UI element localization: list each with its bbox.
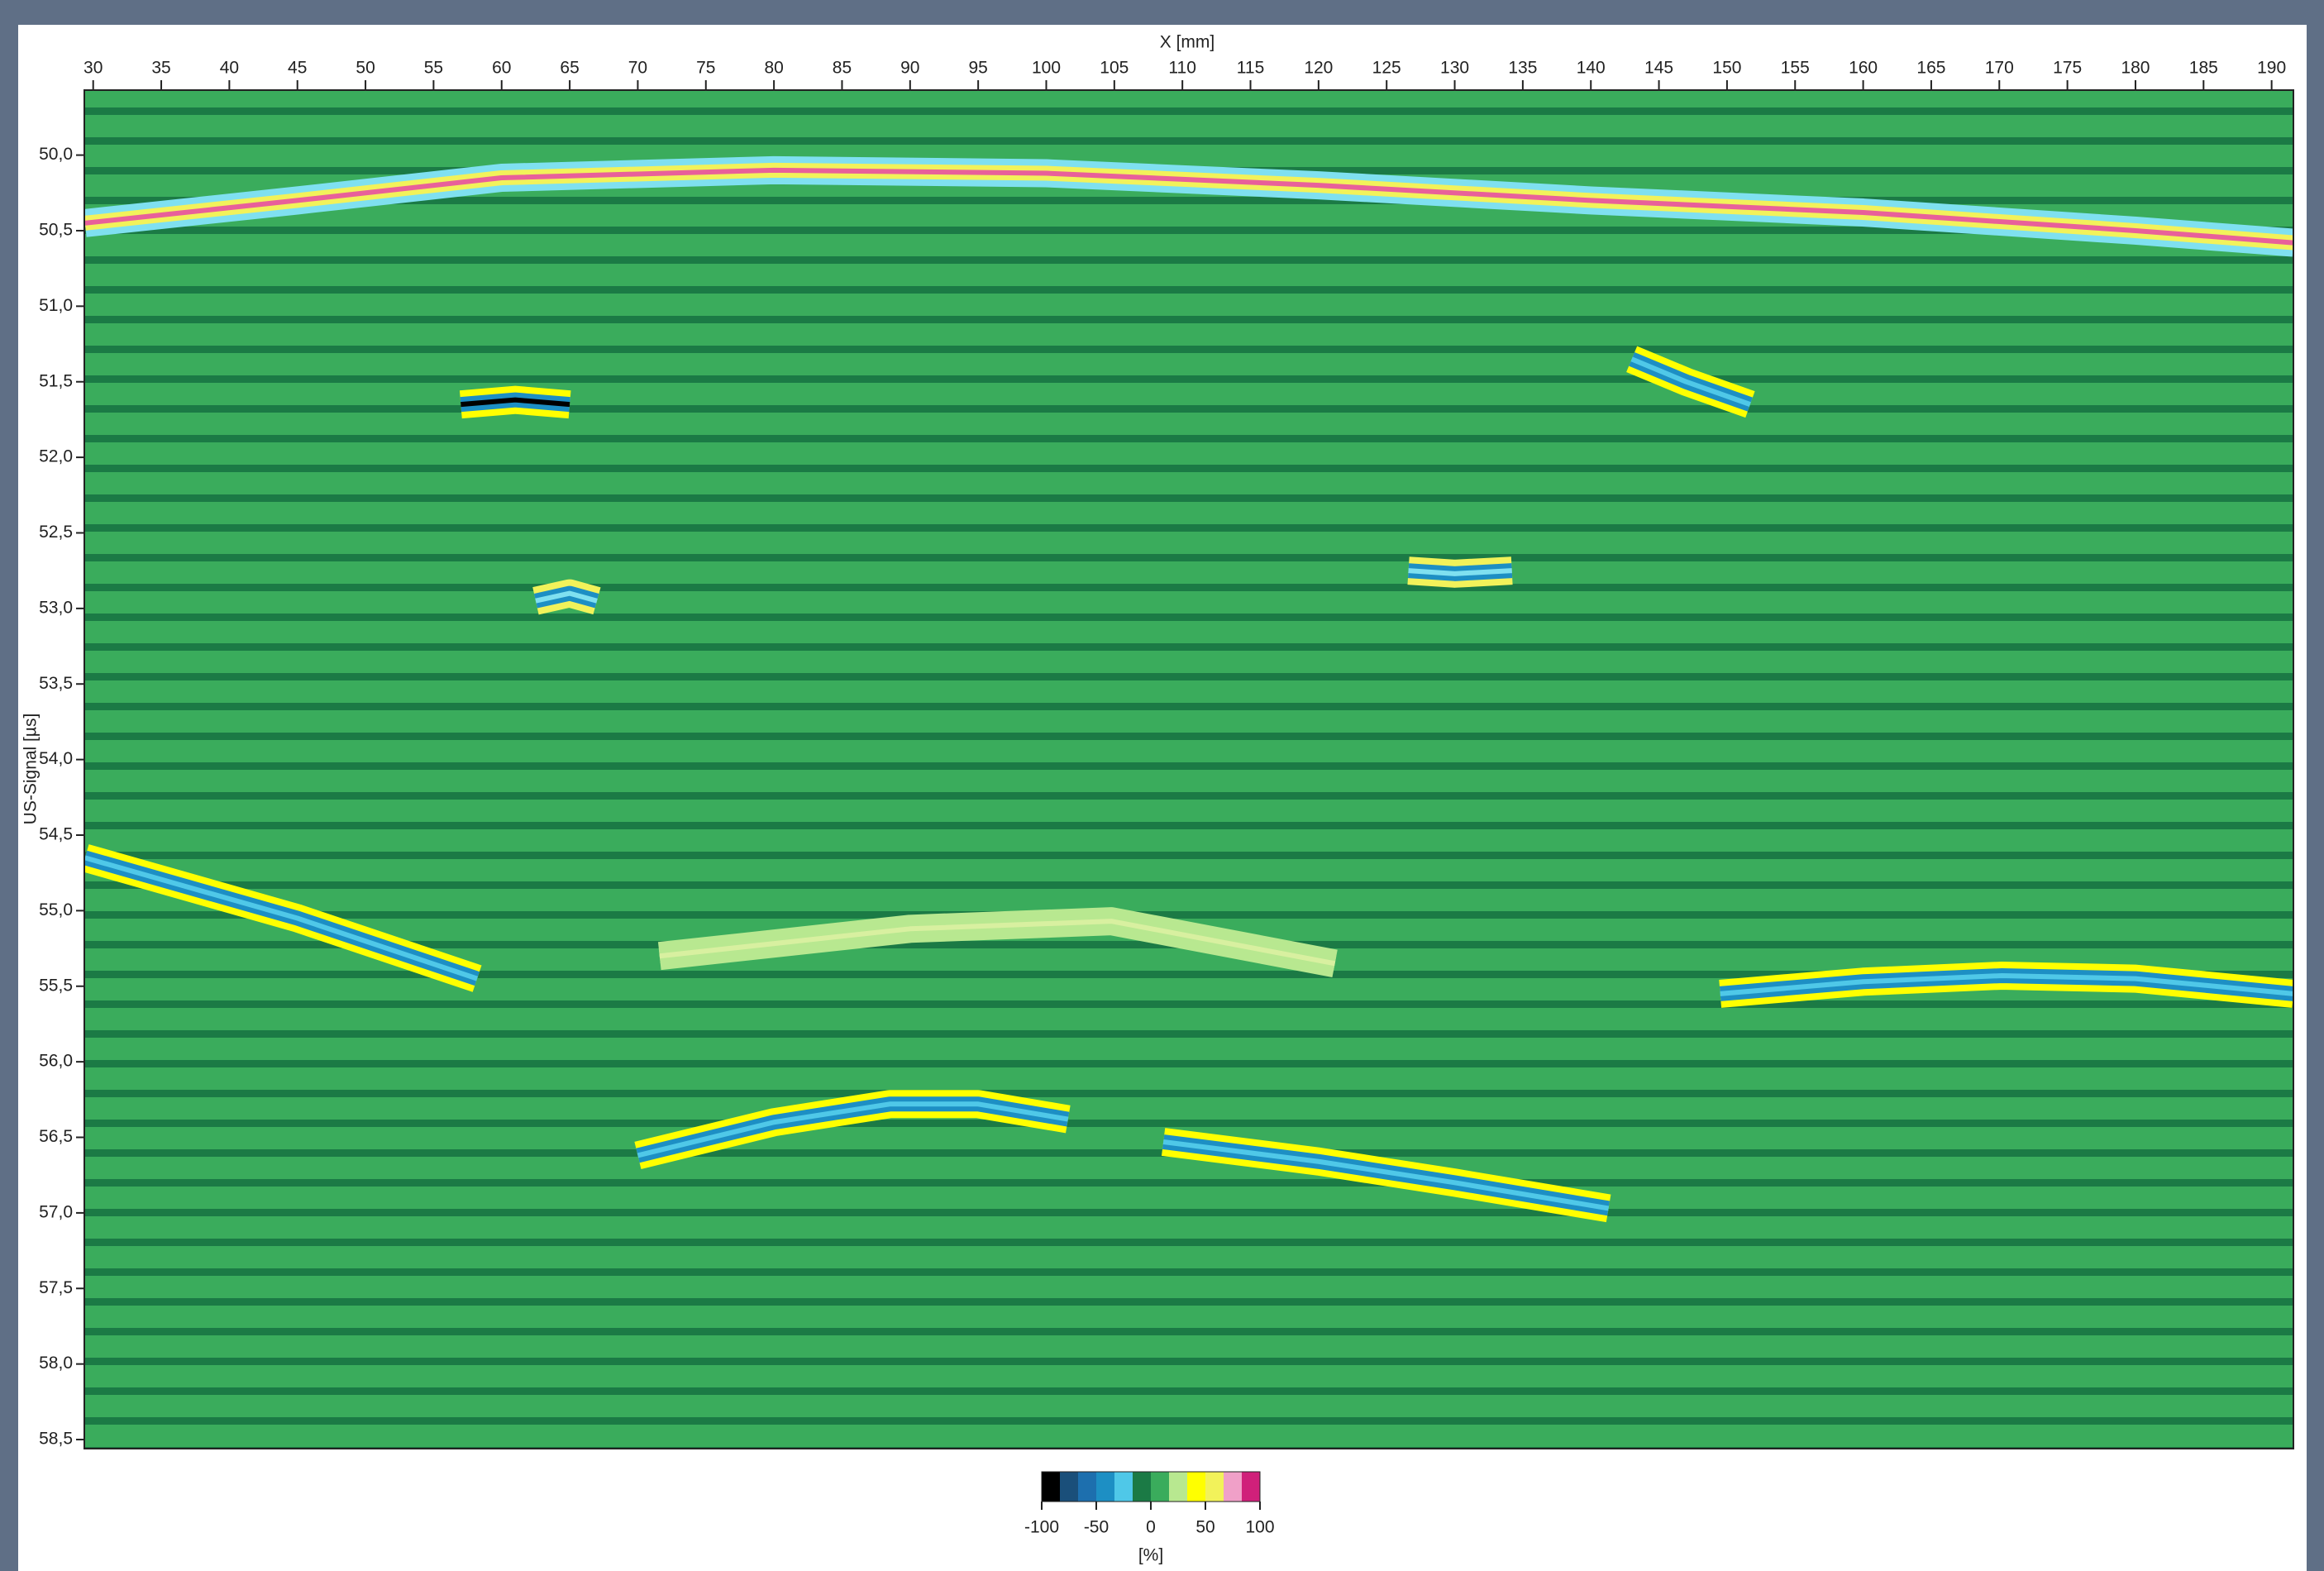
y-tick-label: 56,5	[39, 1127, 73, 1146]
x-tick-label: 95	[968, 59, 987, 78]
echo	[1409, 571, 1512, 574]
x-tick-label: 185	[2189, 59, 2218, 78]
y-tick-label: 58,5	[39, 1430, 73, 1449]
x-tick-label: 105	[1100, 59, 1129, 78]
y-tick-label: 53,0	[39, 598, 73, 617]
y-tick-label: 54,0	[39, 749, 73, 768]
colorbar-tick-label: 50	[1195, 1518, 1214, 1537]
x-tick-label: 150	[1712, 59, 1741, 78]
x-tick-label: 115	[1237, 59, 1264, 78]
chart: X [mm] US-Signal [µs] 30 35 40 45 50 55 60 65 70…	[0, 0, 2324, 1571]
colorbar-tick-label: -50	[1084, 1518, 1109, 1537]
colorbar-cell	[1242, 1472, 1261, 1502]
x-tick-label: 190	[2257, 59, 2286, 78]
x-axis-title: X [mm]	[1160, 33, 1215, 52]
colorbar-tick-label: 100	[1245, 1518, 1274, 1537]
colorbar-label: [%]	[1138, 1546, 1163, 1565]
y-tick-label: 50,0	[39, 145, 73, 164]
colorbar-cell	[1169, 1472, 1188, 1502]
y-tick-label: 51,5	[39, 371, 73, 390]
colorbar-tick-label: 0	[1146, 1518, 1156, 1537]
x-tick-label: 30	[84, 59, 103, 78]
colorbar-cell	[1187, 1472, 1206, 1502]
colorbar-cell	[1224, 1472, 1243, 1502]
x-tick-label: 65	[560, 59, 579, 78]
y-tick-label: 55,5	[39, 976, 73, 995]
x-tick-label: 35	[151, 59, 170, 78]
x-tick-label: 160	[1849, 59, 1878, 78]
y-tick-label: 52,0	[39, 447, 73, 466]
plot-area	[84, 90, 2293, 1449]
x-tick-label: 165	[1916, 59, 1945, 78]
colorbar-cell	[1078, 1472, 1097, 1502]
x-tick-label: 85	[833, 59, 852, 78]
x-tick-label: 80	[764, 59, 783, 78]
x-tick-label: 90	[900, 59, 919, 78]
x-tick-label: 175	[2053, 59, 2082, 78]
x-tick-label: 130	[1440, 59, 1469, 78]
x-tick-label: 60	[492, 59, 511, 78]
y-axis-title: US-Signal [µs]	[21, 714, 41, 825]
y-tick-label: 56,0	[39, 1052, 73, 1071]
x-tick-label: 155	[1781, 59, 1810, 78]
x-tick-label: 70	[628, 59, 647, 78]
y-tick-label: 53,5	[39, 674, 73, 693]
y-tick-label: 57,5	[39, 1278, 73, 1297]
x-tick-label: 50	[356, 59, 375, 78]
x-tick-label: 140	[1577, 59, 1606, 78]
colorbar-cell	[1151, 1472, 1170, 1502]
x-tick-label: 145	[1644, 59, 1673, 78]
colorbar-cell	[1133, 1472, 1152, 1502]
page: X [mm] US-Signal [µs] 30 35 40 45 50 55 60 65 70…	[0, 0, 2324, 1571]
y-tick-label: 57,0	[39, 1202, 73, 1221]
y-tick-label: 51,0	[39, 296, 73, 315]
colorbar-cell	[1205, 1472, 1224, 1502]
colorbar-cell	[1060, 1472, 1079, 1502]
y-tick-label: 52,5	[39, 523, 73, 542]
colorbar-cell	[1096, 1472, 1115, 1502]
y-tick-label: 54,5	[39, 825, 73, 844]
x-tick-label: 110	[1168, 59, 1195, 78]
x-tick-label: 135	[1508, 59, 1537, 78]
x-tick-label: 120	[1304, 59, 1333, 78]
y-tick-label: 55,0	[39, 900, 73, 919]
x-tick-label: 125	[1372, 59, 1401, 78]
y-tick-label: 50,5	[39, 221, 73, 240]
x-tick-label: 170	[1985, 59, 2014, 78]
x-tick-label: 75	[696, 59, 715, 78]
x-tick-label: 180	[2121, 59, 2150, 78]
x-tick-label: 100	[1032, 59, 1061, 78]
colorbar-tick-label: -100	[1024, 1518, 1059, 1537]
y-tick-label: 58,0	[39, 1354, 73, 1373]
colorbar-cell	[1042, 1472, 1061, 1502]
colorbar-cell	[1114, 1472, 1133, 1502]
x-tick-label: 55	[424, 59, 443, 78]
x-tick-label: 45	[288, 59, 307, 78]
x-tick-label: 40	[220, 59, 239, 78]
